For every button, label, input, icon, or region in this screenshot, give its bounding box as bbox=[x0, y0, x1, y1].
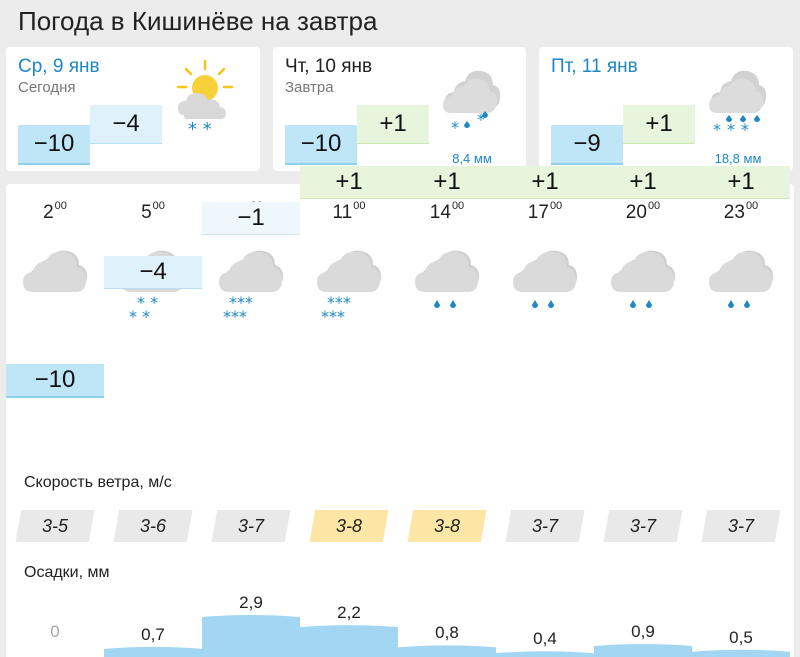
hour-temperature: −10 bbox=[6, 364, 104, 398]
hour-minutes: 00 bbox=[353, 200, 366, 212]
precip-value: 0,5 bbox=[729, 627, 753, 647]
wind-speed: 3-7 bbox=[502, 510, 588, 542]
precip-bar bbox=[202, 615, 300, 657]
precip-value: 0,9 bbox=[631, 621, 655, 641]
hour-value: 20 bbox=[625, 202, 647, 223]
cloud-snow-icon: *** *** bbox=[202, 242, 300, 322]
wind-speed: 3-7 bbox=[600, 510, 686, 542]
cloud-icon bbox=[6, 242, 104, 322]
cloud-sleet-icon: * * * bbox=[707, 57, 767, 139]
wind-speed: 3-7 bbox=[208, 510, 294, 542]
hour-minutes: 00 bbox=[54, 200, 67, 212]
wind-speed: 3-8 bbox=[306, 510, 392, 542]
wind-section-label: Скорость ветра, м/с bbox=[24, 474, 172, 491]
page-title: Погода в Кишинёве на завтра bbox=[18, 6, 378, 36]
svg-text:* *: * * bbox=[137, 293, 158, 312]
svg-text:***: *** bbox=[223, 307, 247, 322]
day-subtitle: Сегодня bbox=[18, 79, 76, 96]
hour-temperature: +1 bbox=[398, 166, 496, 199]
svg-text:* *: * * bbox=[188, 119, 212, 137]
hour-value: 23 bbox=[723, 202, 745, 223]
hour-temperature: −4 bbox=[104, 256, 202, 289]
precip-value: 0 bbox=[50, 622, 60, 641]
day-min-temp: −10 bbox=[18, 125, 90, 165]
sun-cloud-snow-icon: * * bbox=[174, 57, 234, 140]
svg-text:*: * bbox=[713, 120, 721, 137]
hour-minutes: 00 bbox=[647, 200, 661, 212]
cloud-sleet-icon: * * bbox=[441, 57, 501, 137]
svg-text:***: *** bbox=[327, 293, 351, 312]
hour-value: 5 bbox=[141, 202, 152, 223]
precip-bar bbox=[104, 646, 202, 657]
hour-label: 200 bbox=[6, 200, 104, 224]
precip-value: 2,9 bbox=[239, 593, 263, 612]
cloud-rain-icon bbox=[594, 242, 692, 322]
day-min-temp: −9 bbox=[551, 125, 623, 165]
wind-speed: 3-6 bbox=[110, 510, 196, 542]
day-max-temp: +1 bbox=[623, 105, 695, 144]
hour-temperature: −1 bbox=[202, 202, 300, 235]
day-precip-amount: 18,8 мм bbox=[714, 151, 762, 166]
cloud-snow-icon: *** *** bbox=[300, 242, 398, 322]
hour-label: 1400 bbox=[398, 200, 496, 224]
precip-chart bbox=[104, 615, 790, 657]
cloud-rain-icon bbox=[398, 242, 496, 322]
hour-label: 500 bbox=[104, 200, 202, 224]
hour-label: 2000 bbox=[594, 200, 692, 224]
cloud-rain-icon bbox=[692, 242, 790, 322]
precip-value: 2,2 bbox=[337, 603, 361, 623]
precip-value: 0,7 bbox=[141, 624, 165, 644]
hour-label: 1700 bbox=[496, 200, 594, 224]
hour-temperature: +1 bbox=[594, 166, 692, 199]
precip-bar bbox=[398, 645, 496, 657]
day-card-today[interactable]: Ср, 9 янв Сегодня −4 −10 * * bbox=[6, 47, 260, 171]
svg-text:***: *** bbox=[229, 293, 253, 312]
wind-speed: 3-8 bbox=[404, 510, 490, 542]
svg-text:*: * bbox=[451, 118, 459, 137]
svg-text:*: * bbox=[477, 110, 485, 129]
precip-bar bbox=[496, 651, 594, 657]
cloud-rain-icon bbox=[496, 242, 594, 322]
day-card-tomorrow[interactable]: Чт, 10 янв Завтра +1 −10 * * 8,4 мм bbox=[273, 47, 526, 171]
hour-value: 17 bbox=[527, 202, 549, 223]
precip-section-label: Осадки, мм bbox=[24, 564, 110, 581]
day-name: Ср, 9 янв bbox=[18, 56, 100, 77]
day-name: Чт, 10 янв bbox=[285, 56, 373, 77]
hour-temperature: +1 bbox=[692, 166, 790, 199]
hour-value: 14 bbox=[429, 202, 451, 223]
hour-label: 2300 bbox=[692, 200, 790, 224]
hour-minutes: 00 bbox=[451, 200, 465, 212]
day-max-temp: −4 bbox=[90, 105, 162, 144]
precip-bar bbox=[300, 625, 398, 657]
day-precip-amount: 8,4 мм bbox=[452, 151, 492, 166]
wind-speed: 3-5 bbox=[12, 510, 98, 542]
hour-minutes: 00 bbox=[549, 200, 563, 212]
day-max-temp: +1 bbox=[357, 105, 429, 144]
day-min-temp: −10 bbox=[285, 125, 357, 165]
svg-text:*: * bbox=[741, 120, 749, 137]
precip-bar bbox=[692, 649, 790, 657]
day-name: Пт, 11 янв bbox=[551, 56, 638, 77]
svg-text:*: * bbox=[727, 120, 735, 137]
hour-minutes: 00 bbox=[745, 200, 759, 212]
precip-bar bbox=[594, 643, 692, 657]
hour-label: 1100 bbox=[300, 200, 398, 224]
svg-text:***: *** bbox=[321, 307, 345, 322]
precip-value: 0,4 bbox=[533, 629, 557, 649]
hour-temperature: +1 bbox=[496, 166, 594, 199]
hour-value: 11 bbox=[332, 202, 353, 223]
hour-temperature: +1 bbox=[300, 166, 398, 199]
wind-speed: 3-7 bbox=[698, 510, 784, 542]
day-card-day-after[interactable]: Пт, 11 янв +1 −9 * * * 18,8 мм bbox=[539, 47, 793, 171]
hour-value: 2 bbox=[43, 202, 54, 223]
precip-value: 0,8 bbox=[435, 623, 459, 643]
svg-text:* *: * * bbox=[129, 307, 150, 322]
hour-minutes: 00 bbox=[152, 200, 165, 212]
day-subtitle: Завтра bbox=[285, 79, 334, 96]
